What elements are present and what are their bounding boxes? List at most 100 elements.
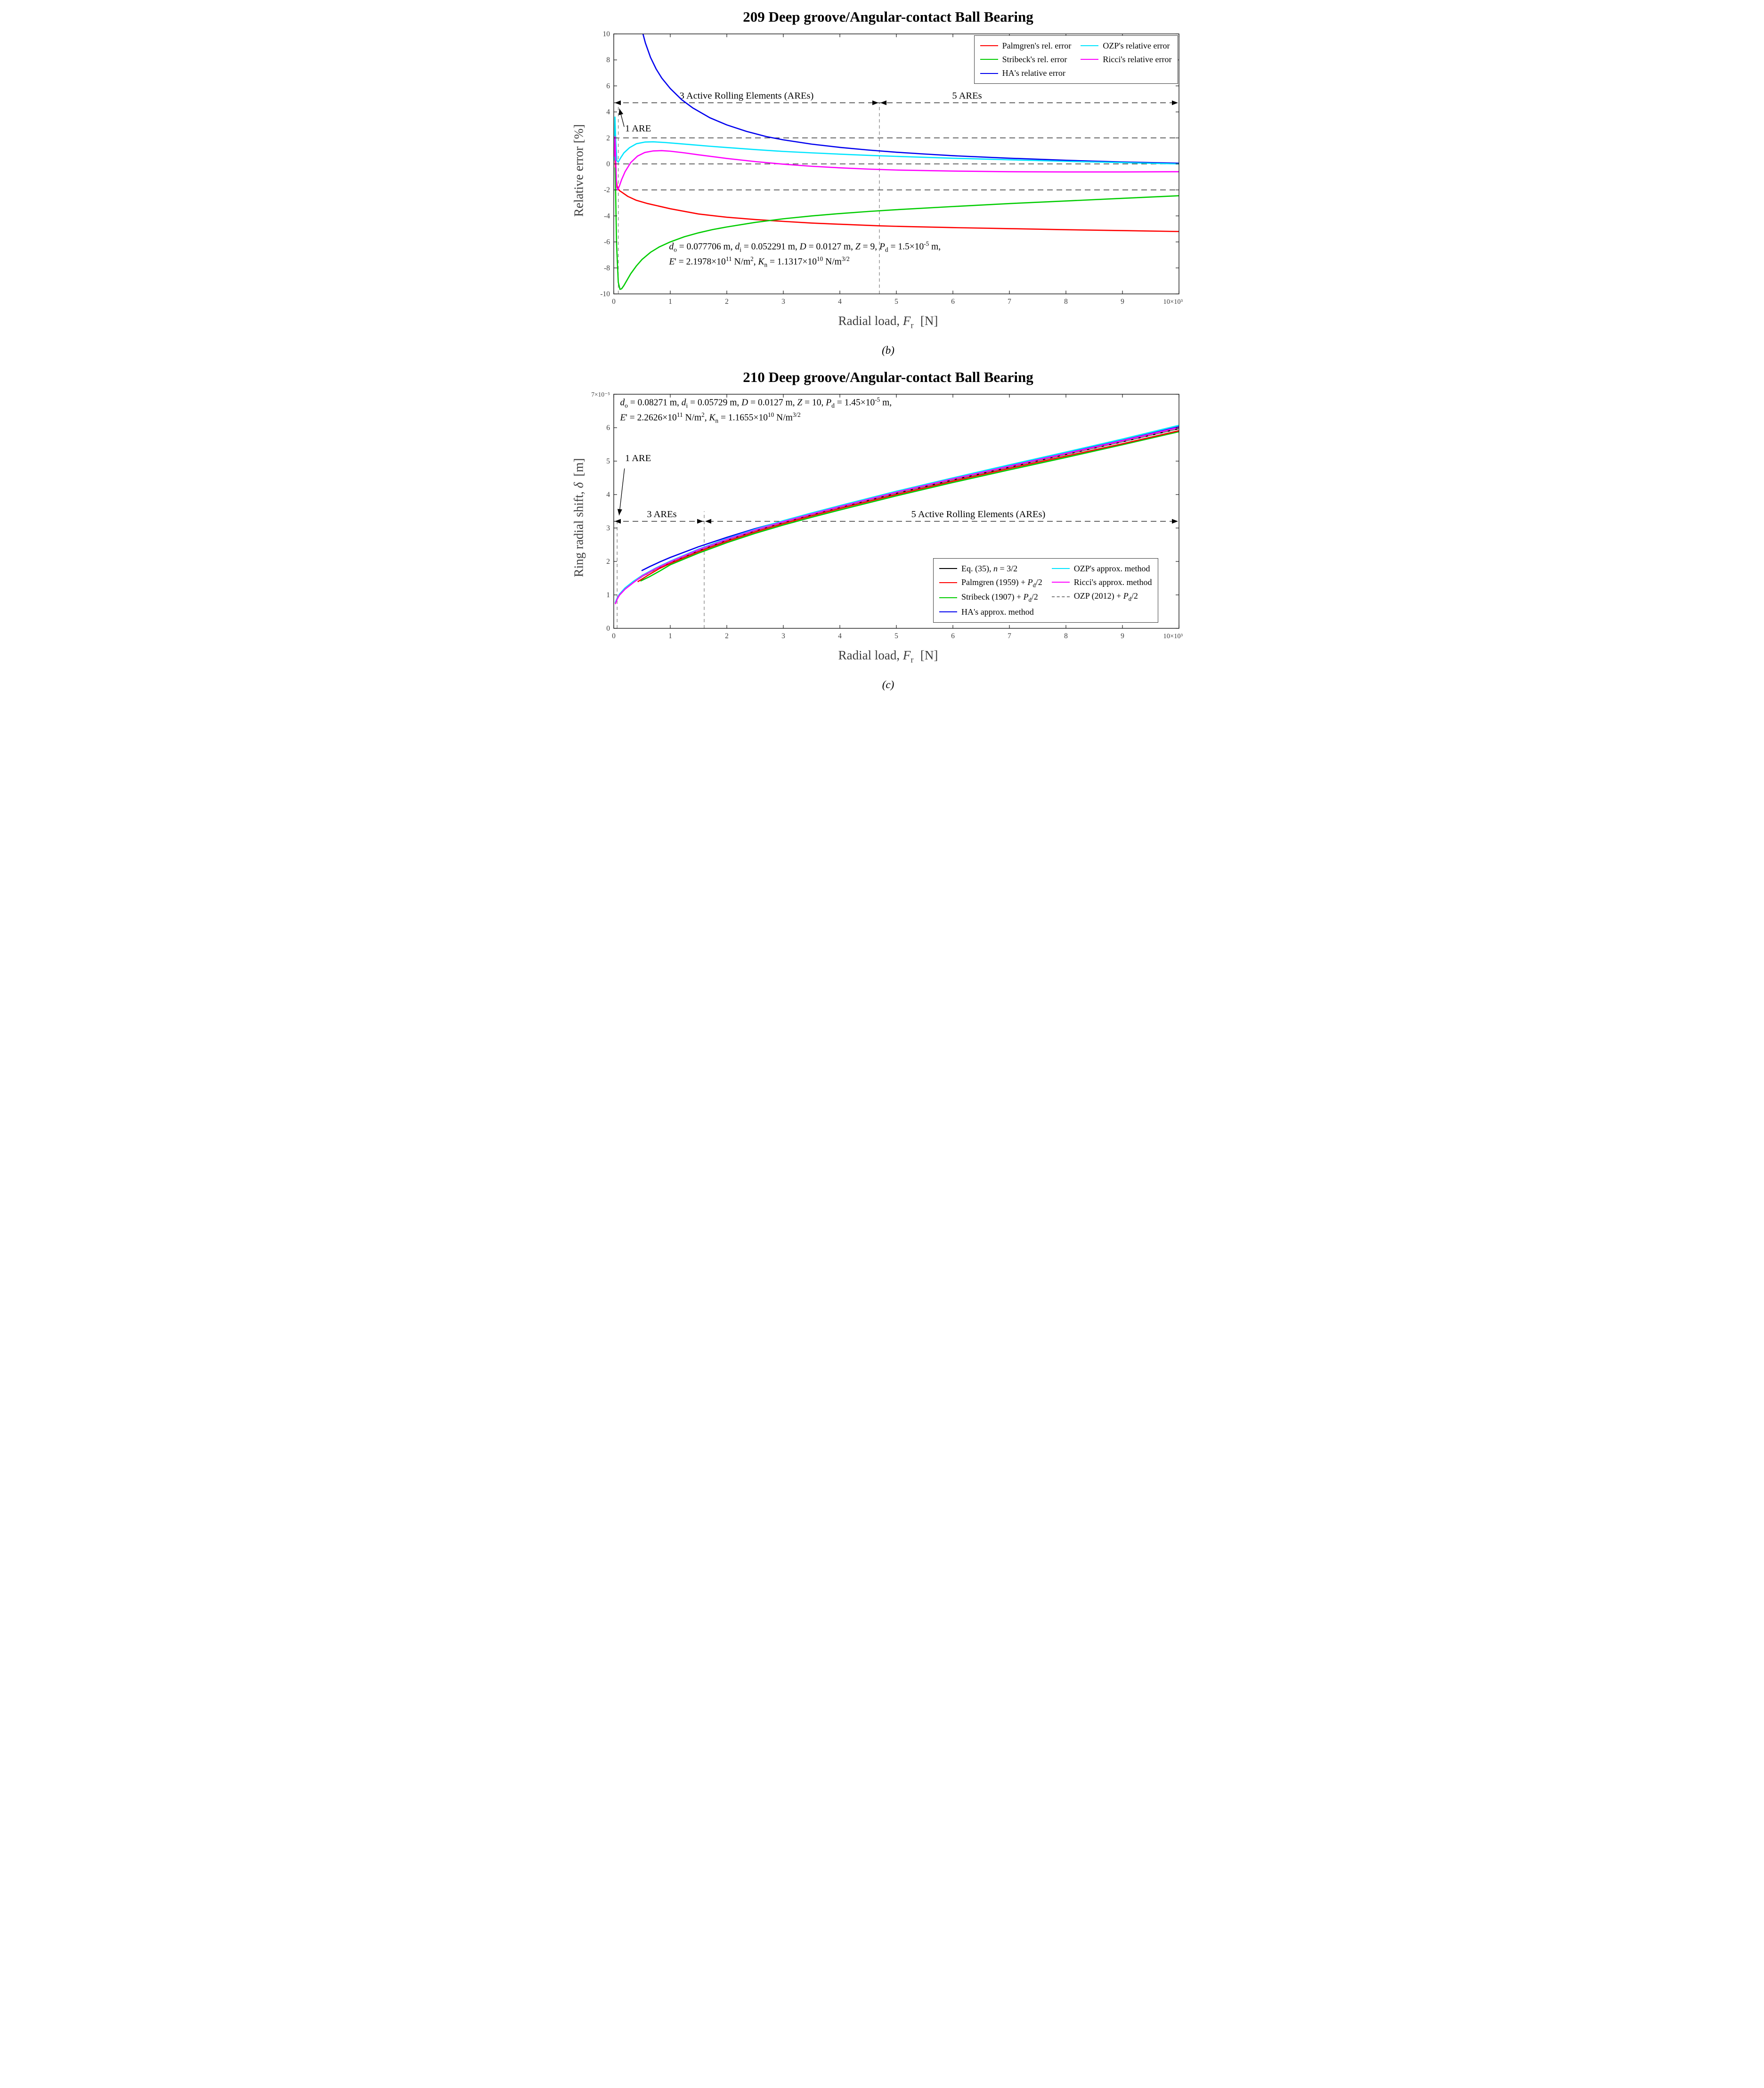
- point-annotation-label: 1 ARE: [625, 453, 651, 463]
- legend-item: Ricci's approx. method: [1051, 576, 1152, 589]
- range-annotation-label: 5 AREs: [952, 90, 982, 101]
- legend-item: Palmgren (1959) + Pd/2: [939, 576, 1042, 590]
- legend-label: HA's approx. method: [961, 607, 1034, 617]
- series-line-palmgren-s-rel-error: [613, 138, 1179, 232]
- figure-label-b: (b): [882, 344, 894, 357]
- x-tick-label: 1: [668, 298, 672, 306]
- y-tick-label: 2: [606, 134, 610, 142]
- x-tick-label: 2: [725, 632, 729, 640]
- x-tick-label: 6: [951, 298, 955, 306]
- legend-label: Palmgren (1959) + Pd/2: [961, 577, 1042, 589]
- x-tick-label: 1: [668, 632, 672, 640]
- y-axis-label-b: Relative error [%]: [571, 124, 585, 217]
- y-tick-label: 1: [606, 591, 610, 599]
- series-line-ha-s-relative-error: [642, 33, 1179, 164]
- legend-label: Ricci's approx. method: [1073, 577, 1152, 587]
- y-tick-label: 3: [606, 524, 610, 532]
- series-line-stribeck-s-rel-error: [614, 167, 1179, 290]
- y-tick-label: -10: [600, 290, 610, 298]
- legend-item: Ricci's relative error: [1081, 53, 1172, 66]
- legend-line-sample: [1081, 59, 1099, 60]
- y-axis-label-c: Ring radial shift, δ [m]: [571, 458, 585, 577]
- series-line-ozp-s-approx-method: [614, 424, 1179, 603]
- y-tick-label: 0: [606, 625, 610, 633]
- y-tick-label: -4: [604, 212, 610, 220]
- legend-label: OZP (2012) + Pd/2: [1073, 591, 1138, 602]
- y-tick-label: -8: [604, 264, 610, 272]
- legend-column: Palmgren's rel. error Stribeck's rel. err…: [980, 39, 1072, 80]
- series-line-ozp-s-relative-error: [613, 116, 1179, 164]
- legend-item: OZP (2012) + Pd/2: [1051, 589, 1152, 604]
- legend-label: HA's relative error: [1002, 68, 1065, 78]
- y-tick-label: 6: [606, 424, 610, 432]
- params-line-2: E' = 2.2626×1011 N/m2, Kn = 1.1655×1010 …: [620, 411, 801, 424]
- chart-title-b: 209 Deep groove/Angular-contact Ball Bea…: [743, 8, 1033, 25]
- legend-item: HA's relative error: [980, 66, 1072, 80]
- bearing-params-c: do = 0.08271 m, di = 0.05729 m, D = 0.01…: [620, 395, 892, 426]
- x-tick-label: 0: [612, 298, 616, 306]
- y-tick-label: 4: [606, 108, 610, 116]
- x-tick-label: 4: [838, 298, 842, 306]
- figure-label-c: (c): [882, 679, 894, 691]
- chart-row-b: Relative error [%] 3 Active Rolling Elem…: [569, 29, 1196, 312]
- x-axis-label-b: Radial load, Fr [N]: [838, 313, 938, 330]
- chart-title-c: 210 Deep groove/Angular-contact Ball Bea…: [743, 369, 1033, 386]
- x-tick-label: 7: [1008, 298, 1011, 306]
- x-tick-label: 7: [1008, 632, 1011, 640]
- chart-block-b: 209 Deep groove/Angular-contact Ball Bea…: [569, 3, 1196, 357]
- y-tick-label: 5: [606, 457, 610, 465]
- legend-column: Eq. (35), n = 3/2 Palmgren (1959) + Pd/2 S…: [939, 562, 1042, 619]
- x-axis-label-c: Radial load, Fr [N]: [838, 648, 938, 665]
- legend-line-sample: [1051, 582, 1070, 583]
- legend-label: Stribeck's rel. error: [1002, 54, 1067, 64]
- legend-column: OZP's relative error Ricci's relative err…: [1081, 39, 1172, 66]
- legend-item: Palmgren's rel. error: [980, 39, 1072, 53]
- legend-c: Eq. (35), n = 3/2 Palmgren (1959) + Pd/2 S…: [933, 558, 1158, 623]
- x-tick-label: 6: [951, 632, 955, 640]
- x-tick-label: 5: [894, 298, 898, 306]
- x-tick-label: 10×10³: [1163, 633, 1183, 640]
- legend-item: OZP's approx. method: [1051, 562, 1152, 576]
- x-tick-label: 9: [1121, 298, 1124, 306]
- legend-line-sample: [980, 45, 998, 47]
- legend-label: Eq. (35), n = 3/2: [961, 563, 1018, 573]
- y-tick-label: 2: [606, 558, 610, 566]
- y-tick-label: 6: [606, 82, 610, 90]
- x-tick-label: 3: [781, 632, 785, 640]
- legend-label: Ricci's relative error: [1103, 54, 1172, 64]
- legend-item: Eq. (35), n = 3/2: [939, 562, 1042, 576]
- series-line-palmgren-1959-pd-2: [637, 430, 1179, 582]
- legend-line-sample: [939, 582, 958, 584]
- legend-item: Stribeck (1907) + Pd/2: [939, 590, 1042, 605]
- legend-line-sample: [1081, 45, 1099, 47]
- legend-item: HA's approx. method: [939, 605, 1042, 619]
- y-tick-label: 7×10⁻⁵: [591, 391, 610, 398]
- chart-row-c: Ring radial shift, δ [m] 3 AREs 5 Active …: [569, 389, 1196, 646]
- legend-label: OZP's relative error: [1103, 41, 1170, 50]
- x-tick-label: 5: [894, 632, 898, 640]
- plot-area-c: 3 AREs 5 Active Rolling Elements (AREs) 1 …: [589, 389, 1187, 646]
- x-tick-label: 0: [612, 632, 616, 640]
- y-tick-label: 0: [606, 160, 610, 168]
- params-line-2: E' = 2.1978×1011 N/m2, Kn = 1.1317×1010 …: [669, 255, 850, 268]
- series-line-stribeck-1907-pd-2: [640, 431, 1179, 582]
- legend-b: Palmgren's rel. error Stribeck's rel. err…: [974, 35, 1178, 84]
- bearing-params-b: do = 0.077706 m, di = 0.052291 m, D = 0.…: [669, 239, 941, 270]
- legend-label: Palmgren's rel. error: [1002, 41, 1072, 50]
- legend-line-sample: [939, 568, 958, 569]
- series-line-ricci-s-relative-error: [613, 136, 1179, 191]
- y-tick-label: 4: [606, 491, 610, 499]
- y-tick-label: -6: [604, 238, 610, 246]
- chart-block-c: 210 Deep groove/Angular-contact Ball Bea…: [569, 363, 1196, 691]
- x-tick-label: 3: [781, 298, 785, 306]
- series-line-ricci-s-approx-method: [614, 426, 1179, 604]
- legend-label: OZP's approx. method: [1073, 563, 1150, 573]
- legend-line-sample: [939, 611, 958, 613]
- x-tick-label: 9: [1121, 632, 1124, 640]
- params-line-1: do = 0.08271 m, di = 0.05729 m, D = 0.01…: [620, 396, 892, 409]
- y-tick-label: -2: [604, 186, 610, 194]
- params-line-1: do = 0.077706 m, di = 0.052291 m, D = 0.…: [669, 240, 941, 253]
- legend-line-sample: [1051, 596, 1070, 597]
- x-tick-label: 4: [838, 632, 842, 640]
- legend-line-sample: [1051, 568, 1070, 569]
